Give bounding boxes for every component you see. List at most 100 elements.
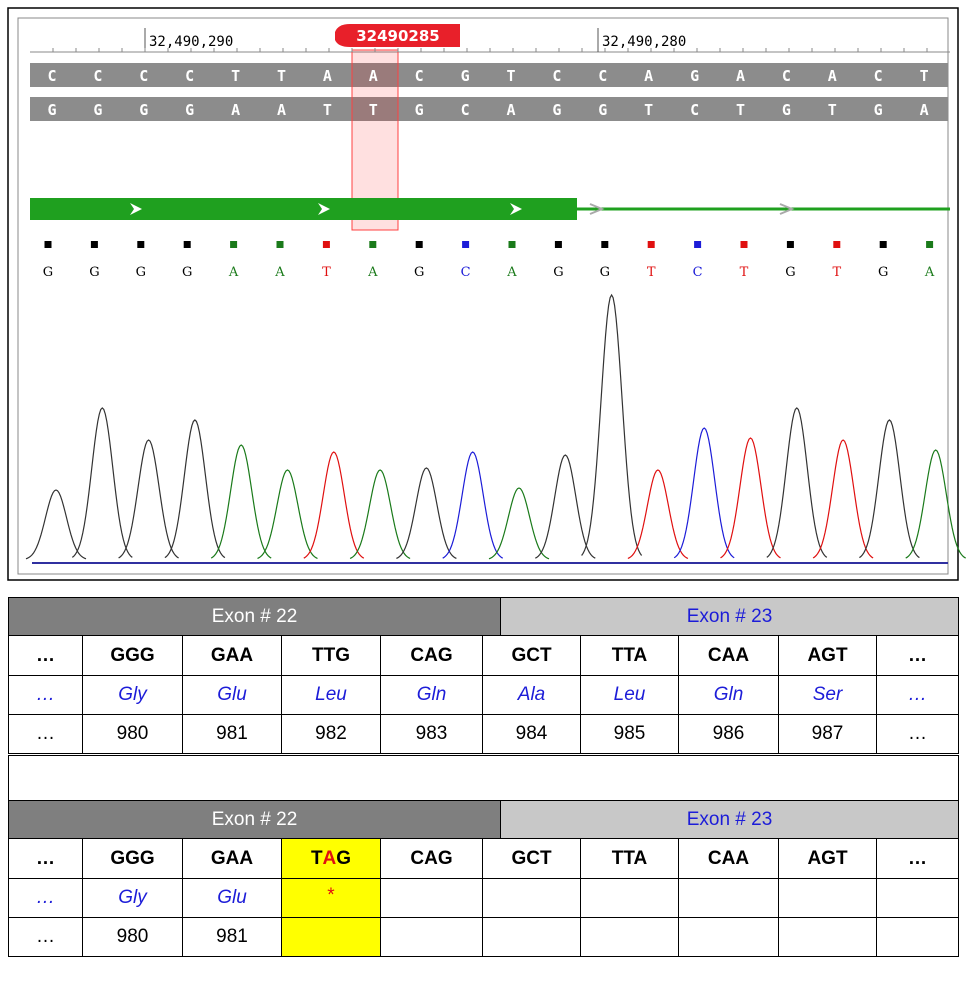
table-cell: TTA — [580, 838, 679, 879]
table-cell: GCT — [482, 635, 581, 676]
table-cell: Ala — [482, 675, 581, 715]
table-cell: Gln — [678, 675, 779, 715]
base-call: G — [600, 265, 610, 280]
marker-label: 32490285 — [356, 27, 440, 45]
table-cell: 985 — [580, 714, 679, 754]
strand-base: G — [690, 67, 699, 85]
base-call-square — [741, 241, 748, 248]
ruler-label: 32,490,290 — [149, 34, 233, 50]
base-call-square — [91, 241, 98, 248]
table-cell — [876, 917, 959, 957]
strand-base: G — [415, 101, 424, 119]
table-cell: Leu — [281, 675, 381, 715]
table-cell — [482, 917, 581, 957]
table-cell: GAA — [182, 838, 282, 879]
table-cell: … — [876, 838, 959, 879]
base-call-square — [462, 241, 469, 248]
strand-base: T — [323, 101, 332, 119]
strand-base: C — [690, 101, 699, 119]
strand-base: T — [644, 101, 653, 119]
table-cell: Leu — [580, 675, 679, 715]
base-call: G — [878, 265, 888, 280]
strand-base: G — [139, 101, 148, 119]
base-call: G — [182, 265, 192, 280]
table-cell: GGG — [82, 838, 183, 879]
table-cell: 983 — [380, 714, 483, 754]
strand-base: C — [874, 67, 883, 85]
table-cell: AGT — [778, 838, 877, 879]
base-call: A — [274, 265, 285, 280]
strand-base: C — [185, 67, 194, 85]
base-call: A — [506, 265, 517, 280]
table-cell: 982 — [281, 714, 381, 754]
table-cell: Gln — [380, 675, 483, 715]
table-cell: … — [8, 838, 83, 879]
top-strand-bar — [30, 63, 948, 87]
exon-header: Exon # 22 — [8, 800, 501, 839]
table-cell — [678, 917, 779, 957]
table-cell — [380, 917, 483, 957]
strand-base: G — [461, 67, 470, 85]
table-cell — [580, 878, 679, 918]
table-cell: Glu — [182, 675, 282, 715]
strand-base: G — [782, 101, 791, 119]
strand-base: G — [598, 101, 607, 119]
strand-base: T — [828, 101, 837, 119]
table-cell: CAG — [380, 838, 483, 879]
table-cell: Gly — [82, 675, 183, 715]
table-cell: TTA — [580, 635, 679, 676]
base-call: G — [414, 265, 424, 280]
strand-base: G — [874, 101, 883, 119]
base-call-square — [601, 241, 608, 248]
base-call-square — [323, 241, 330, 248]
base-call: G — [553, 265, 563, 280]
table-cell: … — [876, 714, 959, 754]
spacer-row — [8, 755, 959, 801]
strand-base: G — [552, 101, 561, 119]
strand-base: A — [231, 101, 240, 119]
base-call: A — [924, 265, 935, 280]
codon-base: G — [336, 848, 351, 870]
strand-base: A — [736, 67, 745, 85]
strand-base: A — [920, 101, 929, 119]
base-call-square — [833, 241, 840, 248]
strand-base: T — [277, 67, 286, 85]
table-cell: 980 — [82, 714, 183, 754]
table-cell: … — [8, 635, 83, 676]
base-call: C — [461, 265, 471, 280]
table-cell: … — [8, 714, 83, 754]
strand-base: A — [644, 67, 653, 85]
base-call-square — [926, 241, 933, 248]
table-cell: 980 — [82, 917, 183, 957]
table-cell — [482, 878, 581, 918]
base-call: G — [89, 265, 99, 280]
table-cell: … — [8, 917, 83, 957]
table-cell: 981 — [182, 714, 282, 754]
base-call: T — [740, 265, 749, 280]
table-cell: … — [8, 675, 83, 715]
base-call: G — [785, 265, 795, 280]
table-cell: … — [876, 635, 959, 676]
strand-base: T — [231, 67, 240, 85]
strand-base: T — [736, 101, 745, 119]
table-cell — [380, 878, 483, 918]
table-cell: Glu — [182, 878, 282, 918]
ruler-label: 32,490,280 — [602, 34, 686, 50]
strand-base: A — [323, 67, 332, 85]
base-call: A — [228, 265, 239, 280]
base-call-square — [45, 241, 52, 248]
strand-base: C — [552, 67, 561, 85]
strand-base: C — [415, 67, 424, 85]
exon-header: Exon # 23 — [500, 800, 959, 839]
base-call-square — [648, 241, 655, 248]
exon-header: Exon # 23 — [500, 597, 959, 636]
chromatogram-panel: 32490285 32,490,290 32,490,280 CCCCTTAAC… — [0, 0, 968, 585]
table-cell: * — [281, 878, 381, 918]
strand-base: G — [47, 101, 56, 119]
table-cell: … — [876, 675, 959, 715]
strand-base: C — [598, 67, 607, 85]
base-call: A — [367, 265, 378, 280]
strand-base: C — [47, 67, 56, 85]
base-call-square — [369, 241, 376, 248]
table-cell — [580, 917, 679, 957]
